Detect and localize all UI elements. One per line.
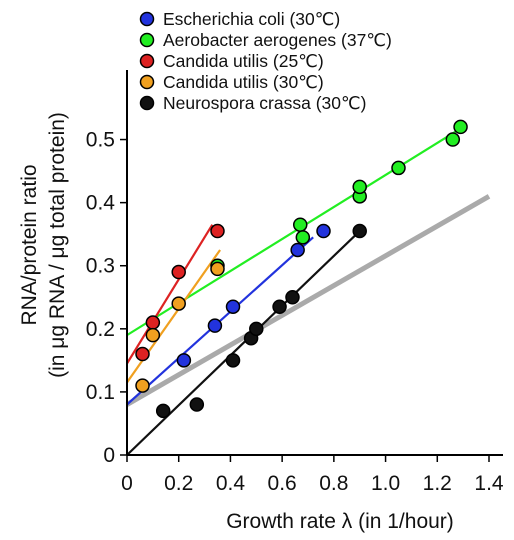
- data-point-s4-0: [155, 403, 171, 419]
- y-ticks: 0 0.1 0.2 0.3 0.4 0.5: [86, 129, 127, 467]
- reference-line-group: [125, 194, 491, 407]
- legend: Escherichia coli (30℃)Aerobacter aerogen…: [139, 9, 392, 113]
- data-point-s2-2: [171, 264, 186, 280]
- reference-line: [125, 194, 491, 407]
- data-point-s1-6: [445, 132, 461, 147]
- legend-label-0: Escherichia coli (30℃): [163, 9, 340, 29]
- data-point-s4-1: [189, 397, 205, 412]
- y-tick-label: 0: [103, 444, 115, 467]
- legend-marker-1: [139, 32, 155, 48]
- y-tick-label: 0.4: [86, 192, 116, 215]
- y-tick-label: 0.5: [86, 129, 115, 152]
- x-tick-label: 0.6: [268, 472, 297, 495]
- legend-marker-3: [139, 74, 155, 90]
- y-axis-title-line1: RNA/protein ratio: [18, 164, 41, 325]
- y-tick-label: 0.3: [86, 255, 115, 278]
- data-point-s3-0: [135, 378, 150, 393]
- data-point-s4-6: [285, 290, 300, 305]
- data-point-s1-7: [453, 119, 468, 135]
- x-tick-label: 1.0: [371, 472, 400, 495]
- x-tick-label: 0.2: [164, 472, 193, 495]
- y-tick-label: 0.2: [86, 318, 115, 341]
- data-points: [135, 119, 468, 419]
- x-ticks: 0 0.2 0.4 0.6 0.8 1.0 1.2 1.4: [121, 455, 504, 495]
- fit-line-4: [126, 230, 361, 456]
- data-point-s1-4: [352, 179, 367, 195]
- data-point-s4-5: [272, 299, 287, 314]
- fit-line-2: [126, 224, 214, 365]
- data-point-s2-1: [145, 315, 161, 330]
- data-point-s0-1: [207, 318, 223, 333]
- x-tick-label: 0: [121, 472, 133, 495]
- data-point-s3-2: [171, 296, 186, 311]
- y-tick-label: 0.1: [86, 381, 115, 404]
- data-point-s0-2: [225, 299, 241, 314]
- legend-marker-4: [139, 95, 155, 111]
- data-point-s1-5: [391, 160, 406, 176]
- y-axis-title-line2: (in μg RNA / μg total protein): [46, 112, 69, 378]
- axes: [126, 70, 503, 456]
- legend-label-3: Candida utilis (30℃): [163, 72, 324, 92]
- x-tick-label: 0.4: [216, 472, 246, 495]
- legend-marker-2: [139, 53, 155, 69]
- legend-label-4: Neurospora crassa (30℃): [163, 93, 366, 113]
- data-point-s2-0: [135, 346, 150, 362]
- x-tick-label: 1.2: [423, 472, 452, 495]
- data-point-s1-1: [292, 217, 308, 232]
- x-axis-title: Growth rate λ (in 1/hour): [226, 510, 454, 533]
- data-point-s4-7: [352, 223, 367, 239]
- x-tick-label: 0.8: [319, 472, 348, 495]
- legend-label-2: Candida utilis (25℃): [163, 51, 324, 71]
- data-point-s0-4: [316, 223, 331, 239]
- data-point-s1-2: [295, 230, 311, 245]
- data-point-s3-3: [210, 261, 225, 277]
- data-point-s4-4: [249, 321, 264, 337]
- x-tick-label: 1.4: [474, 472, 504, 495]
- legend-label-1: Aerobacter aerogenes (37℃): [163, 30, 392, 50]
- data-point-s4-2: [225, 353, 241, 368]
- data-point-s0-0: [176, 353, 192, 368]
- data-point-s0-3: [290, 242, 305, 258]
- legend-marker-0: [139, 11, 155, 27]
- data-point-s2-3: [210, 223, 225, 239]
- data-point-s3-1: [145, 327, 161, 343]
